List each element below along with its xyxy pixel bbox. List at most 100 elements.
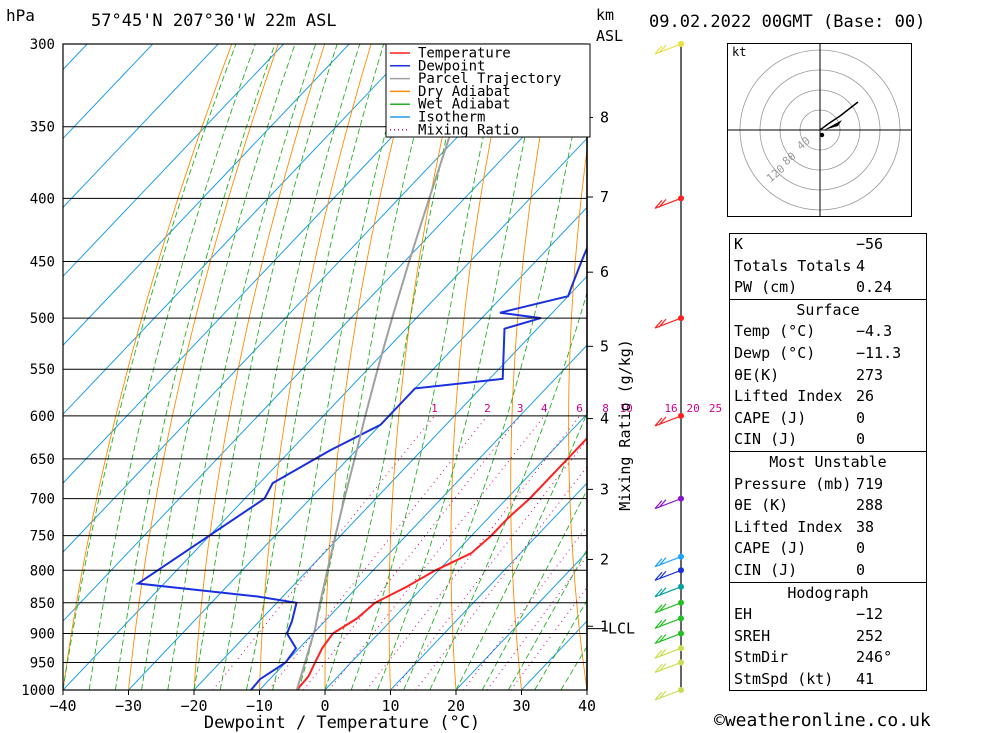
wet-adiabat-line bbox=[534, 599, 587, 690]
km-tick-label: 1 bbox=[600, 617, 609, 635]
legend-box bbox=[385, 43, 591, 138]
surface-title: Surface bbox=[796, 300, 860, 319]
wind-barb bbox=[654, 556, 682, 568]
pressure-tick-label: 600 bbox=[30, 409, 55, 425]
profile-temperature bbox=[296, 436, 587, 690]
mixing-ratio-value-label: 8 bbox=[602, 402, 609, 415]
temperature-tick-label: 0 bbox=[320, 697, 329, 715]
temperature-tick-label: −20 bbox=[180, 697, 207, 715]
isotherm-line bbox=[455, 551, 587, 690]
mixing-ratio-value-label: 25 bbox=[709, 402, 722, 415]
wind-barb bbox=[654, 317, 682, 329]
indices-panel: K −56 Totals Totals 4 PW (cm) 0.24 Surface Te… bbox=[729, 233, 927, 692]
most-unstable-title: Most Unstable bbox=[769, 452, 887, 471]
index-label: StmDir bbox=[734, 648, 789, 667]
pressure-tick-label: 700 bbox=[30, 492, 55, 508]
index-row: Pressure (mb) 719 bbox=[730, 474, 926, 496]
km-tick-label: 7 bbox=[600, 188, 609, 206]
dry-adiabat-line bbox=[928, 44, 1000, 690]
temperature-tick-label: 10 bbox=[381, 697, 399, 715]
temperature-tick-label: −40 bbox=[49, 697, 76, 715]
mixing-ratio-value-label: 1 bbox=[431, 402, 438, 415]
km-tick-label: 6 bbox=[600, 263, 609, 281]
dry-adiabat-line bbox=[450, 44, 511, 690]
mixing-ratio-value-label: 2 bbox=[484, 402, 491, 415]
index-value: 0 bbox=[856, 560, 866, 579]
index-value: 41 bbox=[856, 669, 875, 688]
mixing-ratio-axis-label: Mixing Ratio (g/kg) bbox=[616, 339, 634, 511]
index-label: CAPE (J) bbox=[734, 408, 807, 427]
hodograph-ring-label: 40 bbox=[794, 134, 813, 152]
datetime-label: 09.02.2022 00GMT (Base: 00) bbox=[649, 12, 926, 32]
wet-adiabat-line bbox=[350, 44, 505, 690]
temperature-tick-label: −10 bbox=[246, 697, 273, 715]
hodograph-title: Hodograph bbox=[787, 583, 869, 602]
copyright-footer: ©weatheronline.co.uk bbox=[714, 710, 931, 731]
dry-adiabat-line bbox=[679, 44, 718, 690]
index-label: Lifted Index bbox=[734, 387, 843, 406]
hodograph-indices-box: Hodograph EH −12 SREH 252 StmDir 246° StmSpd (… bbox=[729, 582, 927, 692]
wind-barb bbox=[654, 415, 682, 427]
wind-barb bbox=[654, 617, 682, 629]
index-label: Dewp (°C) bbox=[734, 343, 816, 362]
index-label: CAPE (J) bbox=[734, 539, 807, 558]
index-row: θE (K) 288 bbox=[730, 495, 926, 517]
km-tick-label: 3 bbox=[600, 480, 609, 498]
wind-barb bbox=[654, 647, 682, 659]
km-tick-label: 5 bbox=[600, 337, 609, 355]
index-value: 0 bbox=[856, 539, 866, 558]
index-value: 4 bbox=[856, 256, 866, 275]
legend-entry: Dewpoint bbox=[418, 58, 485, 74]
profile-dewpoint bbox=[135, 245, 587, 690]
wet-adiabat-line bbox=[245, 44, 385, 690]
index-label: Totals Totals bbox=[734, 256, 852, 275]
pressure-tick-label: 300 bbox=[30, 37, 55, 53]
index-row: Lifted Index 38 bbox=[730, 517, 926, 539]
legend-entry: Temperature bbox=[418, 46, 511, 62]
index-label: Lifted Index bbox=[734, 517, 843, 536]
index-row: EH −12 bbox=[730, 604, 926, 626]
index-row: θE(K) 273 bbox=[730, 365, 926, 387]
mixing-ratio-value-label: 6 bbox=[576, 402, 583, 415]
index-row: Temp (°C) −4.3 bbox=[730, 321, 926, 343]
mixing-ratio-line bbox=[510, 586, 587, 690]
wind-barb bbox=[654, 43, 682, 55]
index-label: Temp (°C) bbox=[734, 322, 816, 341]
legend-entry: Dry Adiabat bbox=[418, 84, 511, 100]
wind-barb bbox=[654, 689, 682, 701]
storm-motion-dot bbox=[819, 132, 825, 138]
isotherm-line bbox=[63, 44, 154, 140]
dry-adiabat-line bbox=[975, 44, 1000, 690]
index-value: 246° bbox=[856, 648, 893, 667]
hodograph-plot: kt 40 80 120 bbox=[727, 43, 912, 217]
isotherm-line bbox=[63, 44, 219, 209]
index-row: PW (cm) 0.24 bbox=[730, 277, 926, 299]
wet-adiabat-line bbox=[508, 548, 587, 690]
isotherm-line bbox=[63, 44, 481, 484]
index-label: StmSpd (kt) bbox=[734, 669, 834, 688]
index-row: CIN (J) 0 bbox=[730, 429, 926, 451]
isotherm-line bbox=[63, 137, 587, 690]
temperature-tick-label: 20 bbox=[447, 697, 465, 715]
profile-parcel-trajectory bbox=[295, 44, 482, 690]
location-title: 57°45'N 207°30'W 22m ASL bbox=[91, 11, 337, 31]
index-label: EH bbox=[734, 605, 753, 624]
isotherm-line bbox=[63, 44, 285, 278]
index-row: StmDir 246° bbox=[730, 647, 926, 669]
dry-adiabat-line bbox=[388, 44, 465, 690]
index-value: 0 bbox=[856, 430, 866, 449]
index-label: PW (cm) bbox=[734, 278, 798, 297]
hodograph-unit-label: kt bbox=[732, 45, 747, 59]
index-label: K bbox=[734, 235, 744, 253]
index-value: 38 bbox=[856, 517, 875, 536]
index-label: Pressure (mb) bbox=[734, 474, 852, 493]
mixing-ratio-line bbox=[303, 415, 521, 690]
wet-adiabat-line bbox=[219, 44, 361, 690]
general-indices-box: K −56 Totals Totals 4 PW (cm) 0.24 bbox=[729, 233, 927, 300]
temperature-tick-label: −30 bbox=[115, 697, 142, 715]
index-row: Dewp (°C) −11.3 bbox=[730, 343, 926, 365]
legend-entry: Isotherm bbox=[418, 110, 485, 126]
